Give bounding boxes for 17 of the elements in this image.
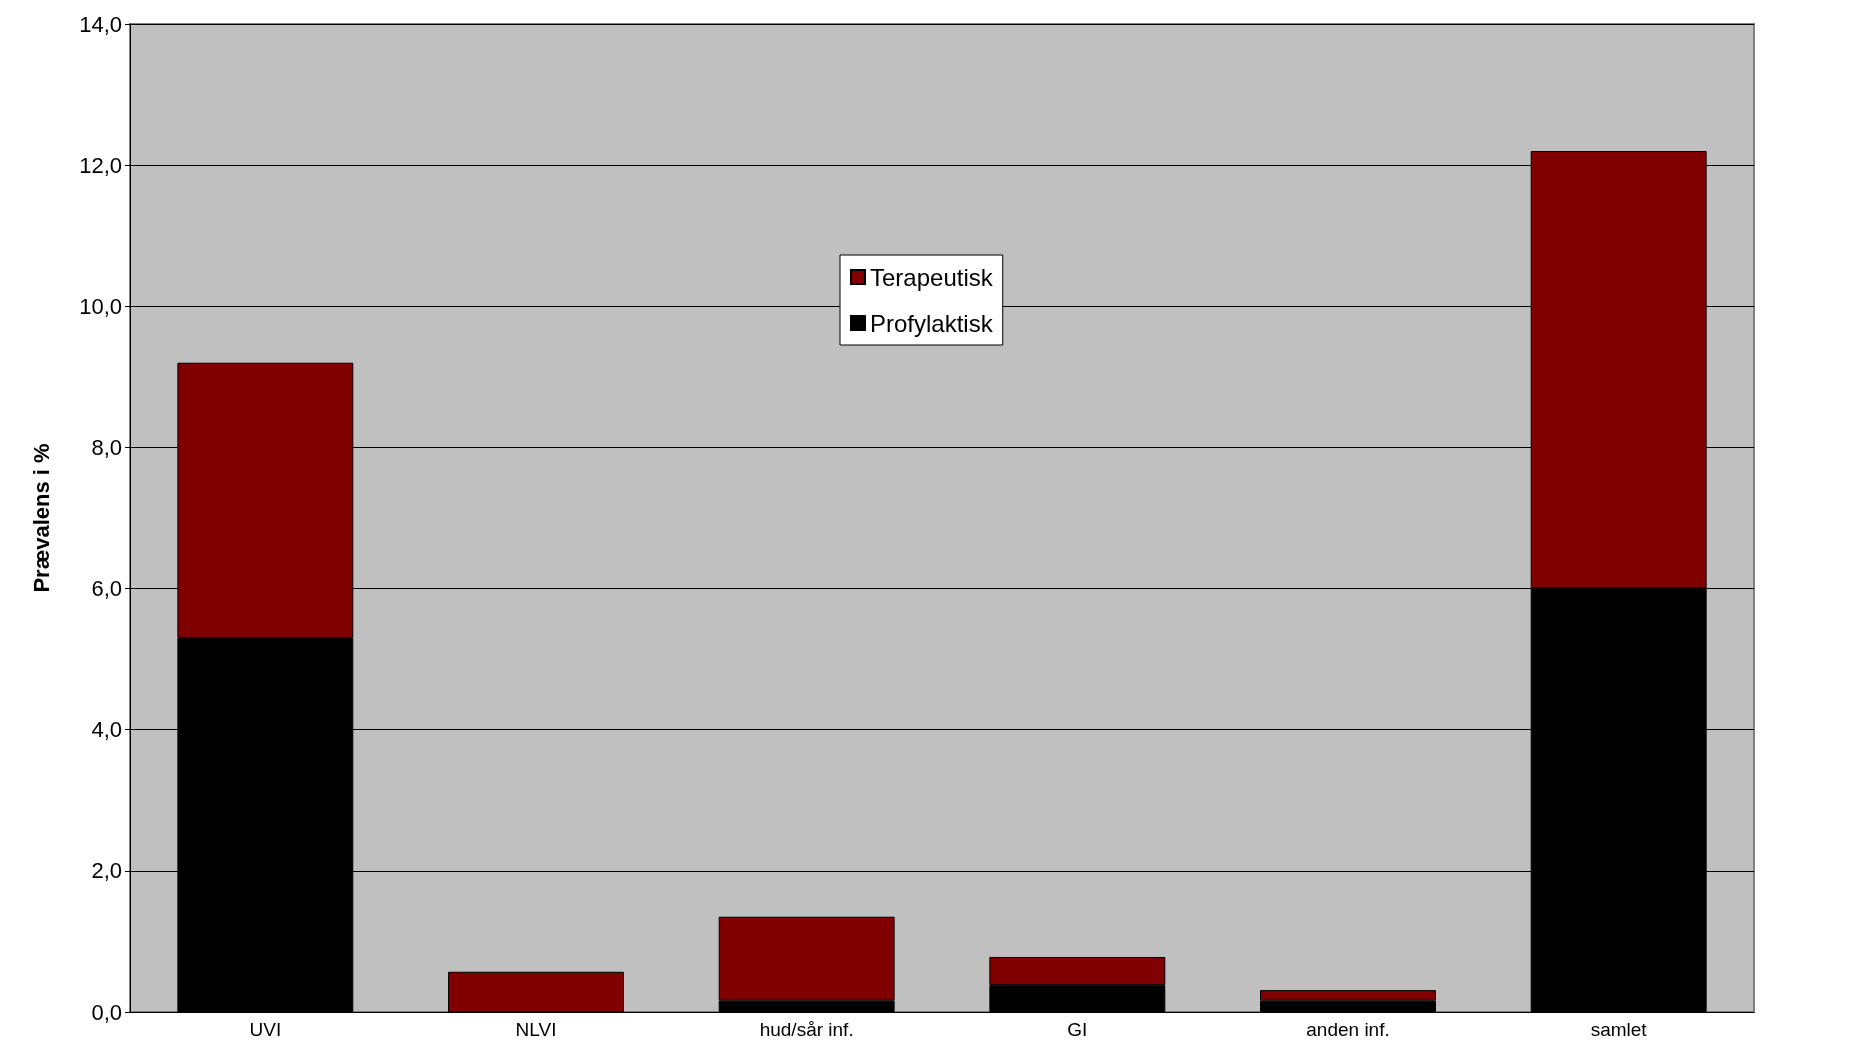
y-tick-label: 10,0 (79, 293, 122, 319)
x-tick-label: UVI (249, 1019, 282, 1040)
legend-label: Profylaktisk (870, 309, 994, 337)
y-axis-title: Prævalens i % (28, 443, 54, 593)
y-tick-label: 0,0 (91, 999, 122, 1025)
y-tick-label: 6,0 (91, 576, 122, 602)
legend-label: Terapeutisk (870, 263, 994, 291)
x-tick-label: GI (1067, 1019, 1088, 1040)
y-tick-label: 8,0 (91, 434, 122, 460)
x-tick-label: anden inf. (1306, 1019, 1390, 1040)
y-tick-label: 12,0 (79, 152, 122, 178)
y-tick-label: 4,0 (91, 717, 122, 743)
y-tick-label: 2,0 (91, 858, 122, 884)
y-tick-label: 14,0 (79, 11, 122, 37)
x-tick-label: samlet (1590, 1019, 1648, 1040)
x-tick-label: hud/sår inf. (759, 1019, 854, 1040)
x-tick-label: NLVI (515, 1019, 557, 1040)
